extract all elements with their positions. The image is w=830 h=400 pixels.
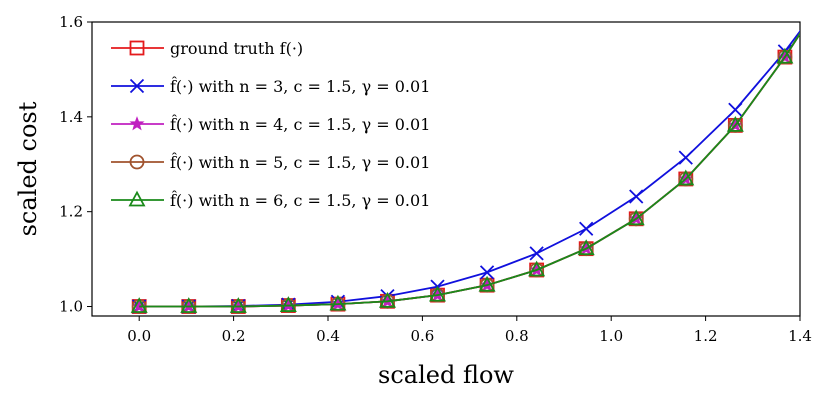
- triangle-marker: [130, 297, 148, 313]
- y-tick-label: 1.2: [59, 203, 83, 221]
- legend-entry-3: f̂(·) with n = 4, c = 1.5, γ = 0.01: [111, 115, 430, 134]
- triangle-marker: [428, 285, 447, 302]
- circle-marker: [129, 154, 145, 170]
- x-tick-label: 1.2: [694, 327, 718, 345]
- legend: ground truth f(·) f̂(·) with n = 3, c = 1…: [111, 39, 430, 210]
- x-tick-label: 0.0: [127, 327, 151, 345]
- triangle-marker: [478, 275, 496, 292]
- triangle-marker: [776, 47, 794, 64]
- legend-entry-4: f̂(·) with n = 5, c = 1.5, γ = 0.01: [111, 153, 430, 172]
- legend-label: ground truth f(·): [170, 39, 303, 58]
- legend-label: f̂(·) with n = 4, c = 1.5, γ = 0.01: [170, 115, 430, 134]
- triangle-marker: [128, 190, 146, 207]
- star-marker: [129, 116, 145, 131]
- x-marker: [678, 150, 693, 165]
- triangle-marker: [677, 169, 695, 186]
- triangle-marker: [180, 297, 198, 313]
- x-marker: [129, 78, 145, 94]
- triangle-marker: [627, 209, 645, 226]
- x-marker: [629, 189, 644, 204]
- triangle-marker: [577, 239, 595, 256]
- x-tick-label: 0.8: [505, 327, 529, 345]
- y-tick-label: 1.6: [59, 13, 83, 31]
- series-layer: [130, 29, 800, 314]
- x-marker: [579, 221, 594, 236]
- x-axis-label: scaled flow: [378, 361, 514, 389]
- x-marker: [479, 265, 495, 280]
- square-marker: [129, 40, 145, 56]
- x-tick-label: 0.2: [222, 327, 246, 345]
- x-marker: [529, 246, 544, 261]
- series-5: [130, 32, 800, 313]
- y-tick-label: 1.4: [59, 108, 83, 126]
- triangle-marker: [329, 294, 347, 311]
- legend-label: f̂(·) with n = 6, c = 1.5, γ = 0.01: [170, 191, 430, 210]
- legend-label: f̂(·) with n = 3, c = 1.5, γ = 0.01: [170, 77, 430, 96]
- triangle-marker: [528, 260, 546, 277]
- triangle-marker: [378, 291, 396, 308]
- x-tick-label: 1.0: [599, 327, 623, 345]
- triangle-marker: [726, 115, 744, 132]
- triangle-marker: [279, 296, 297, 312]
- triangle-marker: [229, 297, 247, 313]
- series-line: [139, 32, 800, 308]
- plot-frame: [91, 21, 801, 317]
- legend-entry-1: ground truth f(·): [111, 39, 303, 58]
- y-tick-label: 1.0: [59, 298, 83, 316]
- x-tick-label: 1.4: [788, 327, 812, 345]
- x-marker: [728, 102, 743, 117]
- y-axis-label: scaled cost: [14, 101, 42, 236]
- x-tick-label: 0.6: [410, 327, 434, 345]
- legend-label: f̂(·) with n = 5, c = 1.5, γ = 0.01: [170, 153, 430, 172]
- legend-entry-2: f̂(·) with n = 3, c = 1.5, γ = 0.01: [111, 77, 430, 96]
- ticks-layer: 0.0 0.2 0.4 0.6 0.8 1.0 1.2 1.4 1.0 1.2 1.4 1.6: [59, 13, 812, 345]
- x-tick-label: 0.4: [316, 327, 340, 345]
- legend-entry-5: f̂(·) with n = 6, c = 1.5, γ = 0.01: [111, 191, 430, 210]
